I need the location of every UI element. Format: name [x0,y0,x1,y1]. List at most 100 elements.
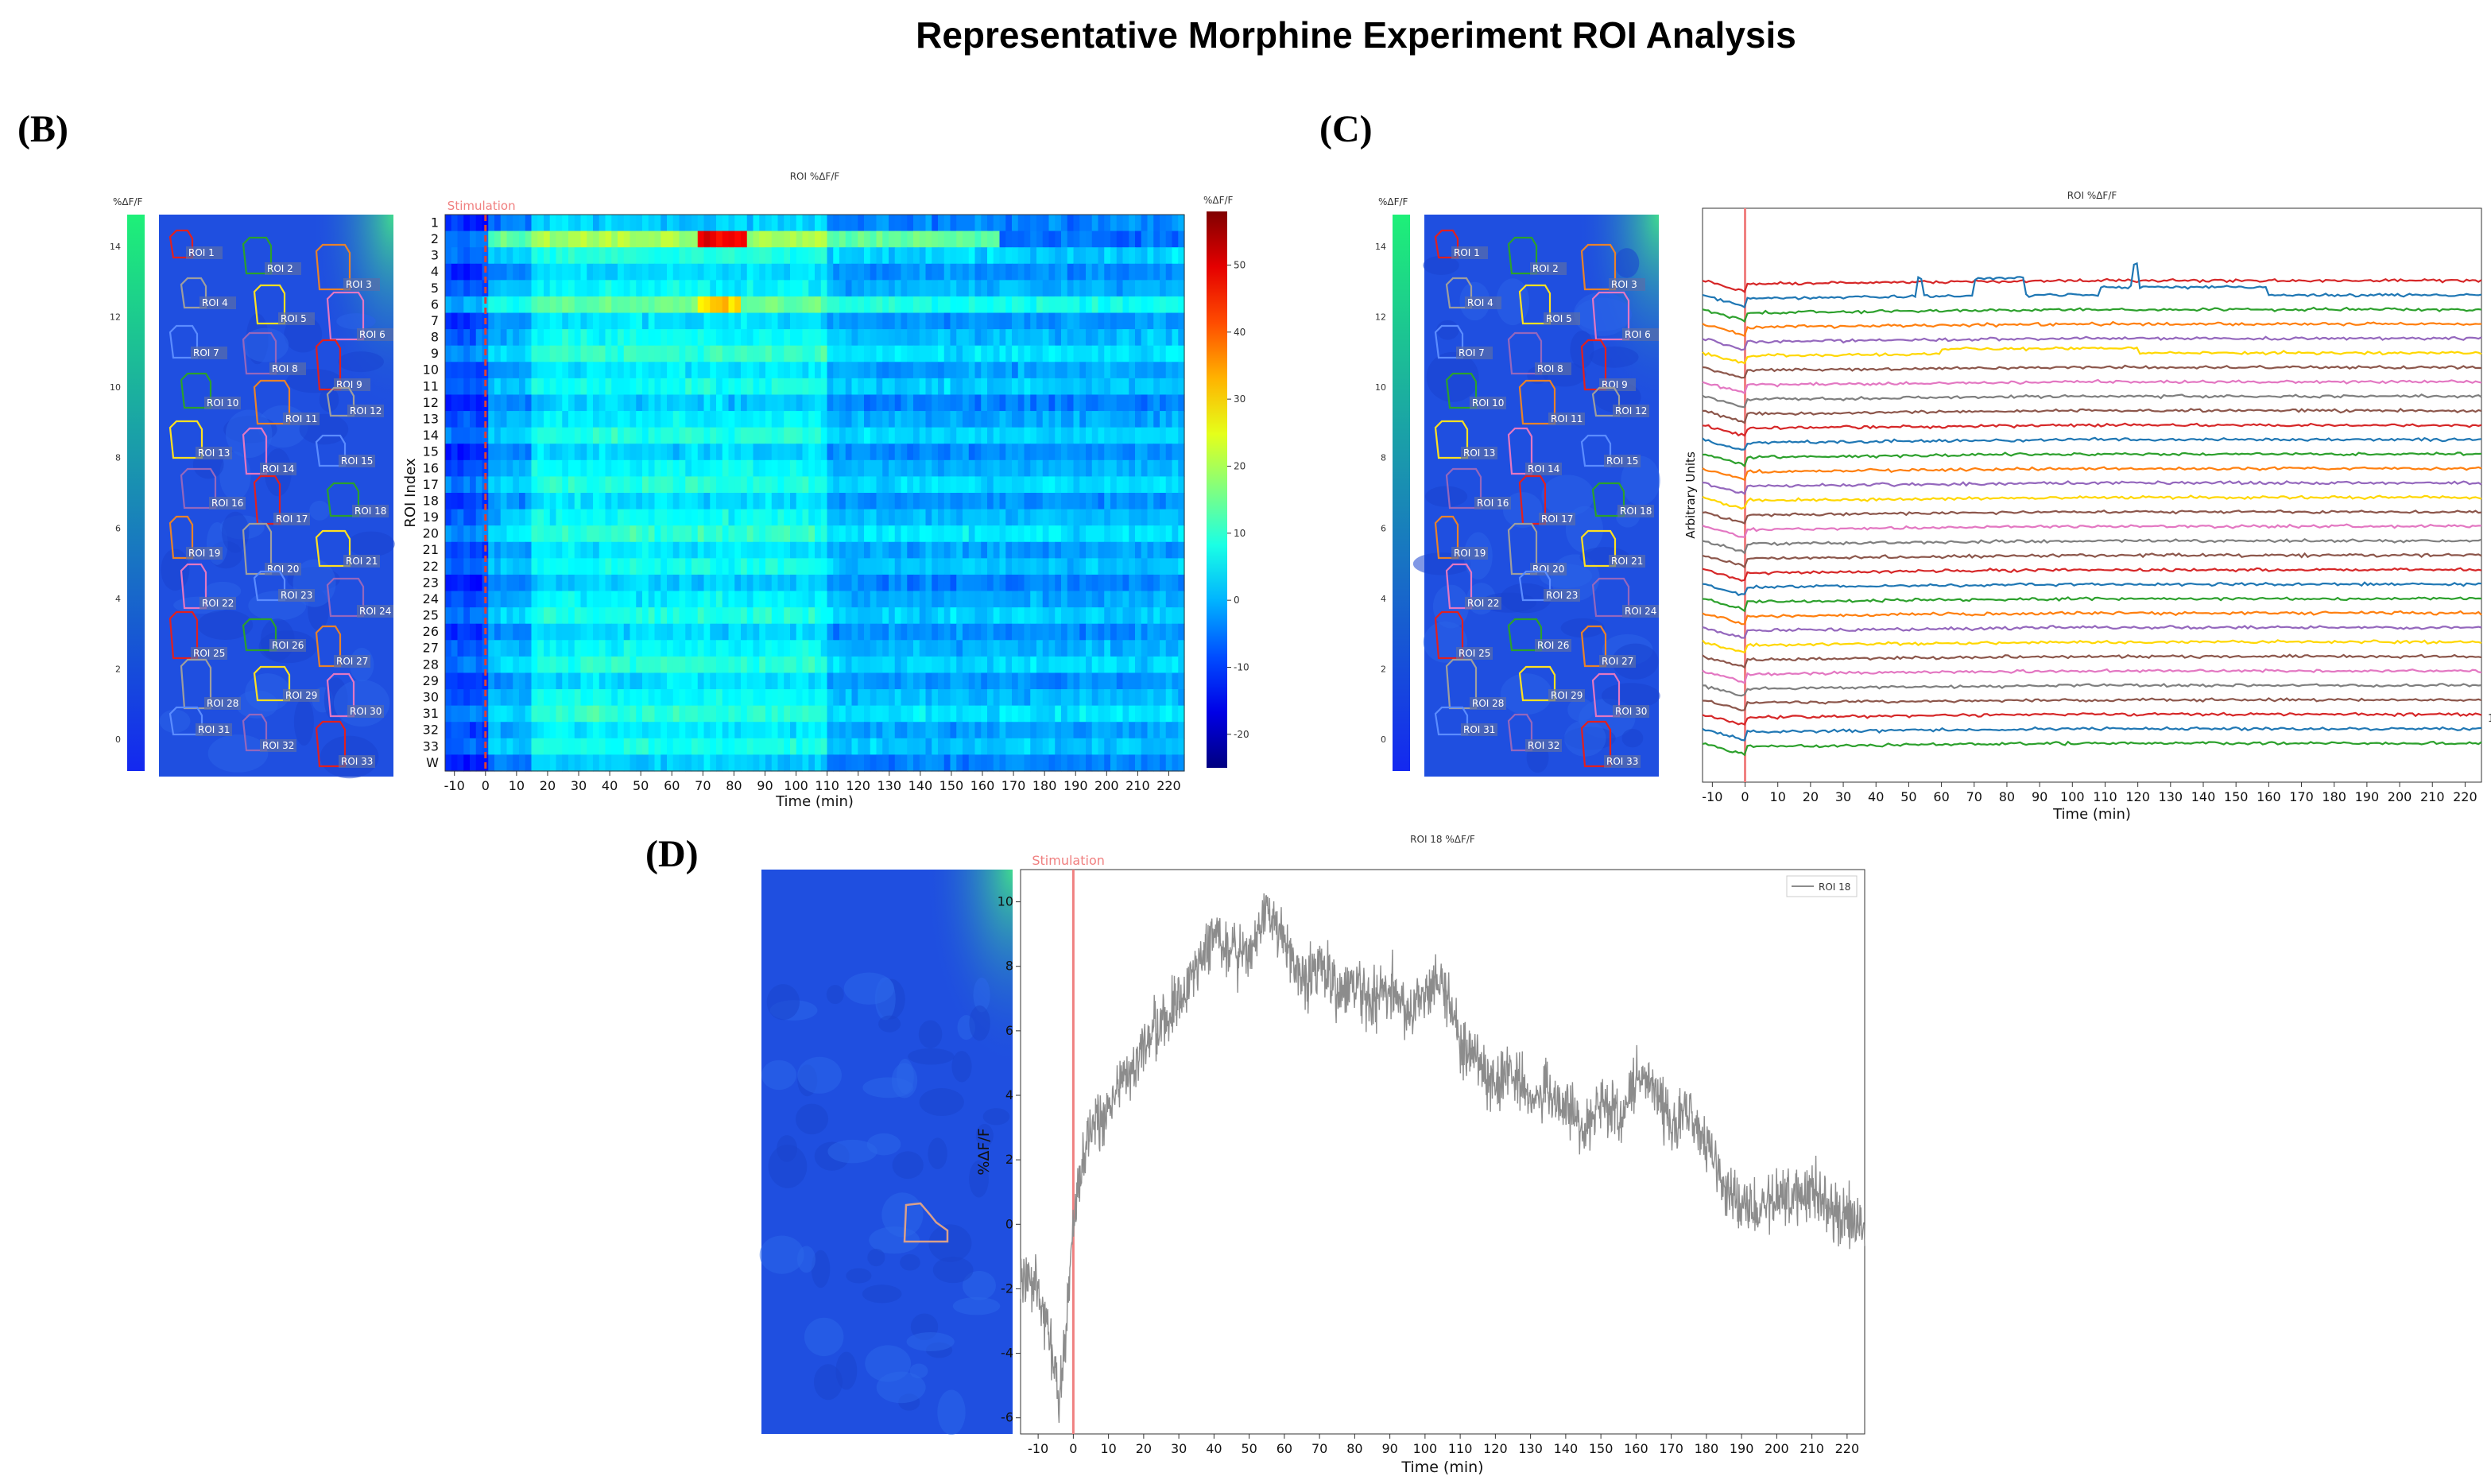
heatmap-cell [1122,689,1129,707]
heatmap-cell [716,296,723,314]
heatmap-cell [734,493,742,510]
heatmap-cell [864,493,871,510]
heatmap-cell [685,394,692,412]
heatmap-row-label: 2 [431,231,439,246]
heatmap-cell [889,411,896,428]
heatmap-cell [746,231,754,248]
heatmap-cell [870,525,877,543]
heatmap-cell [907,525,914,543]
heatmap-cell [1091,722,1099,739]
heatmap-cell [728,263,735,281]
heatmap-cell [482,247,489,265]
heatmap-cell [889,459,896,478]
heatmap-cell [827,607,834,625]
heatmap-cell [870,345,877,362]
heatmap-cell [506,656,513,674]
heatmap-cell [574,574,582,592]
heatmap-cell [1048,231,1056,248]
heatmap-cell [716,672,723,690]
heatmap-cell [580,623,587,641]
heatmap-cell [451,754,459,772]
heatmap-cell [1030,312,1037,330]
heatmap-cell [753,329,760,347]
heatmap-cell [932,558,939,575]
heatmap-cell [1091,296,1099,314]
heatmap-cell [1129,476,1136,494]
heatmap-cell [820,394,828,412]
heatmap-cell [827,329,834,347]
heatmap-cell [549,345,557,362]
heatmap-cell [741,672,748,690]
heatmap-cell [820,738,828,756]
heatmap-cell [710,362,717,379]
heatmap-cell [833,296,840,314]
trace-line [1702,625,2482,639]
heatmap-cell [1141,754,1149,772]
heatmap-cell [876,394,883,412]
heatmap-cell [907,378,914,396]
heatmap-cell [531,689,538,707]
heatmap-cell [950,738,957,756]
heatmap-cell [556,607,563,625]
heatmap-cell [1061,722,1068,739]
heatmap-cell [999,378,1006,396]
panel-d-letter: (D) [645,833,699,875]
heatmap-cell [802,722,809,739]
heatmap-cell [451,672,459,690]
heatmap-cell [858,329,865,347]
heatmap-cell [1036,329,1044,347]
heatmap-cell [1116,263,1124,281]
heatmap-cell [741,689,748,707]
heatmap-cell [925,231,932,248]
heatmap-cell [907,231,914,248]
heatmap-cell [525,623,533,641]
heatmap-cell [716,541,723,559]
heatmap-cell [963,312,970,330]
heatmap-cell [987,362,994,379]
heatmap-cell [463,280,471,297]
heatmap-cell [839,280,846,297]
heatmap-cell [790,280,797,297]
heatmap-cell [932,722,939,739]
heatmap-cell [1098,705,1105,723]
heatmap-cell [790,362,797,379]
trace-line [1702,740,2482,757]
heatmap-cell [580,263,587,281]
heatmap-cell [919,574,927,592]
heatmap-cell [482,329,489,347]
roi-label: ROI 31 [1463,724,1495,735]
heatmap-cell [993,476,1001,494]
heatmap-cell [1042,312,1050,330]
heatmap-cell [987,705,994,723]
heatmap-cell [968,672,976,690]
heatmap-cell [506,476,513,494]
heatmap-cell [981,705,988,723]
heatmap-cell [1091,427,1099,444]
heatmap-cell [938,558,945,575]
heatmap-cell [919,362,927,379]
heatmap-cell [851,459,858,478]
heatmap-cell [1067,591,1075,608]
heatmap-cell [1086,296,1093,314]
heatmap-cell [1073,689,1080,707]
heatmap-cell [1104,607,1111,625]
heatmap-cell [1067,640,1075,657]
heatmap-cell [894,672,902,690]
heatmap-cell [981,378,988,396]
heatmap-cell [981,738,988,756]
heatmap-cell [513,476,520,494]
heatmap-cell [513,623,520,641]
heatmap-cell [963,722,970,739]
heatmap-cell [1129,574,1136,592]
heatmap-cell [445,541,452,559]
heatmap-cell [679,411,686,428]
heatmap-cell [1012,623,1019,641]
heatmap-cell [475,738,483,756]
x-tick-label: 110 [815,778,839,793]
heatmap-cell [876,378,883,396]
heatmap-cell [451,541,459,559]
heatmap-cell [784,476,791,494]
heatmap-cell [864,591,871,608]
heatmap-cell [648,444,656,461]
